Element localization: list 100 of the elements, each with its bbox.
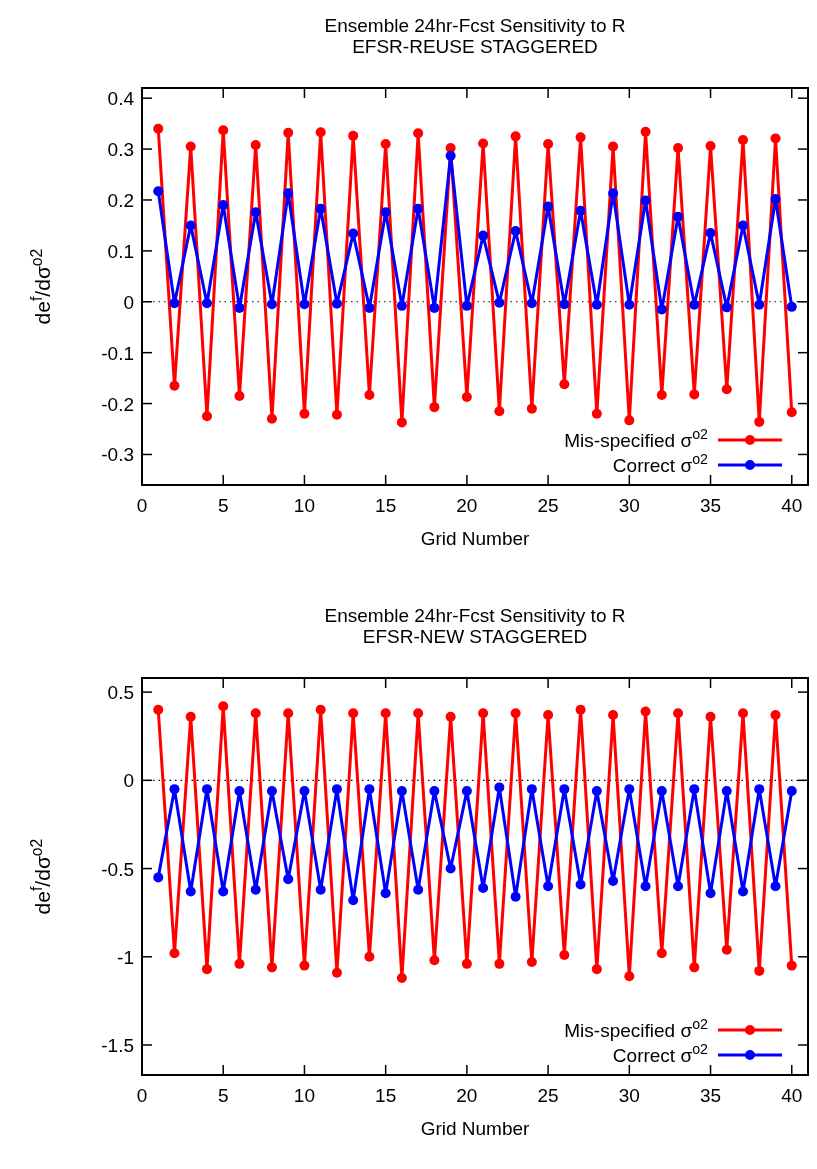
point bbox=[721, 384, 732, 395]
x-tick-label: 30 bbox=[618, 1085, 640, 1106]
x-tick-label: 30 bbox=[618, 495, 640, 516]
point bbox=[786, 785, 797, 796]
point bbox=[738, 708, 749, 719]
x-tick-label: 15 bbox=[375, 495, 397, 516]
point bbox=[478, 230, 489, 241]
point bbox=[396, 785, 407, 796]
x-tick-label: 10 bbox=[293, 1085, 316, 1106]
y-tick-label: -1.5 bbox=[101, 1035, 134, 1056]
x-tick-label: 20 bbox=[456, 1085, 478, 1106]
point bbox=[770, 710, 781, 721]
point bbox=[445, 863, 456, 874]
point bbox=[331, 409, 342, 420]
point bbox=[429, 955, 440, 966]
point bbox=[299, 408, 310, 419]
point bbox=[786, 301, 797, 312]
point bbox=[738, 886, 749, 897]
point bbox=[283, 874, 294, 885]
y-tick-label: -0.5 bbox=[101, 858, 134, 880]
x-tick-label: 40 bbox=[781, 495, 803, 516]
point bbox=[413, 128, 424, 139]
point bbox=[478, 138, 489, 149]
point bbox=[559, 950, 570, 961]
point bbox=[705, 141, 716, 152]
point bbox=[380, 138, 391, 149]
chart-title: Ensemble 24hr-Fcst Sensitivity to R bbox=[324, 605, 626, 626]
point bbox=[461, 958, 472, 969]
x-axis-title: Grid Number bbox=[420, 528, 531, 549]
point bbox=[315, 127, 326, 138]
y-tick-label: -0.1 bbox=[101, 342, 134, 364]
point bbox=[738, 134, 749, 145]
point bbox=[283, 127, 294, 138]
point bbox=[380, 207, 391, 218]
point bbox=[543, 201, 554, 212]
point bbox=[721, 785, 732, 796]
point bbox=[591, 299, 602, 310]
point bbox=[413, 884, 424, 895]
x-axis-title: Grid Number bbox=[420, 1118, 531, 1139]
point bbox=[331, 967, 342, 978]
point bbox=[461, 785, 472, 796]
point bbox=[624, 415, 635, 426]
y-tick-label: -0.3 bbox=[101, 444, 134, 466]
chart-subtitle: EFSR-REUSE STAGGERED bbox=[352, 36, 598, 57]
point bbox=[575, 879, 586, 890]
point bbox=[315, 884, 326, 895]
point bbox=[689, 784, 700, 795]
y-tick-label: 0.4 bbox=[107, 88, 135, 110]
point bbox=[348, 708, 359, 719]
point bbox=[153, 123, 164, 134]
y-tick-label: 0.3 bbox=[107, 139, 134, 161]
point bbox=[770, 193, 781, 204]
point bbox=[705, 888, 716, 899]
point bbox=[331, 298, 342, 309]
point bbox=[348, 130, 359, 141]
point bbox=[169, 784, 180, 795]
point bbox=[770, 881, 781, 892]
point bbox=[510, 131, 521, 142]
point bbox=[445, 150, 456, 161]
point bbox=[396, 417, 407, 428]
point bbox=[494, 297, 505, 308]
point bbox=[640, 126, 651, 137]
point bbox=[461, 300, 472, 311]
point bbox=[526, 957, 537, 968]
point bbox=[689, 389, 700, 400]
point bbox=[543, 710, 554, 721]
point bbox=[315, 704, 326, 715]
point bbox=[721, 944, 732, 955]
x-tick-label: 35 bbox=[699, 495, 722, 516]
point bbox=[738, 220, 749, 231]
point bbox=[754, 784, 765, 795]
point bbox=[624, 971, 635, 982]
point bbox=[234, 958, 245, 969]
point bbox=[266, 299, 277, 310]
point bbox=[250, 207, 261, 218]
point bbox=[266, 785, 277, 796]
point bbox=[689, 299, 700, 310]
point bbox=[169, 298, 180, 309]
point bbox=[250, 708, 261, 719]
point bbox=[673, 881, 684, 892]
point bbox=[478, 708, 489, 719]
point bbox=[608, 710, 619, 721]
y-tick-label: 0.1 bbox=[107, 240, 134, 262]
point bbox=[169, 380, 180, 391]
point bbox=[348, 895, 359, 906]
point bbox=[445, 711, 456, 722]
point bbox=[315, 203, 326, 214]
point bbox=[283, 188, 294, 199]
point bbox=[234, 302, 245, 313]
point bbox=[656, 785, 667, 796]
point bbox=[575, 205, 586, 216]
point bbox=[299, 960, 310, 971]
point bbox=[591, 964, 602, 975]
point bbox=[201, 411, 212, 422]
point bbox=[770, 133, 781, 144]
point bbox=[608, 141, 619, 152]
point bbox=[348, 228, 359, 239]
x-tick-label: 10 bbox=[293, 495, 316, 516]
x-tick-label: 5 bbox=[217, 495, 229, 516]
x-tick-label: 35 bbox=[699, 1085, 722, 1106]
